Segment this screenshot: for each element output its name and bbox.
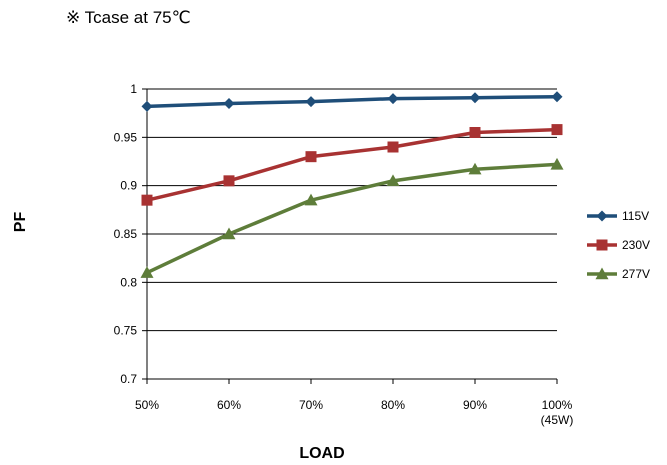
series-line-277V xyxy=(146,162,558,275)
data-point-115V xyxy=(305,96,317,108)
y-tick-label: 0.85 xyxy=(114,227,138,241)
legend-label: 230V xyxy=(622,238,650,252)
series-line-115V xyxy=(146,94,558,109)
data-point-230V xyxy=(305,151,317,163)
data-point-115V xyxy=(223,98,235,109)
x-tick-label: 50% xyxy=(135,398,159,412)
data-point-230V xyxy=(141,194,153,206)
x-tick-label: 100% (45W) xyxy=(541,398,574,427)
x-tick-label: 70% xyxy=(299,398,323,412)
legend-marker-230V xyxy=(596,239,608,251)
y-tick-label: 0.9 xyxy=(120,179,137,193)
data-point-277V xyxy=(304,193,318,206)
data-point-115V xyxy=(551,91,563,103)
data-point-277V xyxy=(386,174,400,187)
y-tick-label: 1 xyxy=(130,82,137,96)
data-point-230V xyxy=(551,124,563,136)
series-line-230V xyxy=(146,127,558,202)
y-tick-label: 0.7 xyxy=(120,372,137,386)
x-tick-label: 80% xyxy=(381,398,405,412)
data-point-277V xyxy=(140,266,154,278)
data-point-277V xyxy=(550,157,564,170)
y-tick-label: 0.8 xyxy=(120,275,137,289)
data-point-230V xyxy=(223,175,235,187)
data-point-230V xyxy=(387,141,399,153)
data-point-115V xyxy=(141,100,153,112)
x-axis-title: LOAD xyxy=(299,445,344,462)
data-point-277V xyxy=(222,227,236,240)
data-point-277V xyxy=(468,162,482,175)
x-tick-label: 60% xyxy=(217,398,241,412)
legend-marker-115V xyxy=(596,210,608,222)
y-tick-label: 0.75 xyxy=(114,324,138,338)
data-point-115V xyxy=(387,93,399,105)
legend-marker-277V xyxy=(595,267,609,280)
legend-label: 115V xyxy=(622,209,649,223)
chart-note: ※ Tcase at 75℃ xyxy=(66,8,191,27)
x-tick-label: 90% xyxy=(463,398,487,412)
data-point-115V xyxy=(469,92,481,104)
legend-label: 277V xyxy=(622,267,650,281)
y-tick-label: 0.95 xyxy=(114,130,138,144)
y-axis-title: PF xyxy=(12,212,29,233)
data-point-230V xyxy=(469,127,481,138)
